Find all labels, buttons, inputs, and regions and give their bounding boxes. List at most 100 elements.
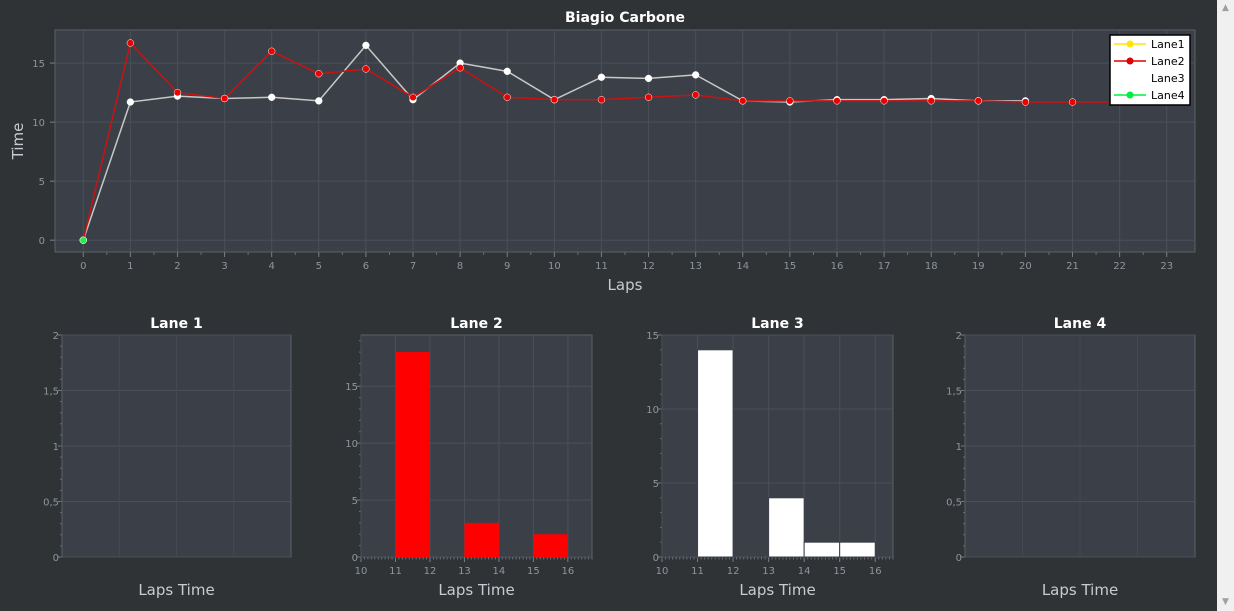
x-tick-label: 10 xyxy=(548,261,561,272)
x-tick-label: 20 xyxy=(1019,261,1032,272)
x-tick-label: 11 xyxy=(389,566,402,577)
histogram-lane-2: Lane 2 Laps Time 0 5 10 15 10 11 12 13 14 15 16 xyxy=(345,316,593,599)
x-tick-label: 0 xyxy=(80,261,86,272)
data-point-lane2 xyxy=(739,97,747,105)
data-point-lane2 xyxy=(550,96,558,104)
data-point-lane2 xyxy=(974,97,982,105)
data-point-lane3 xyxy=(268,93,276,101)
data-point-lane2 xyxy=(220,94,229,103)
histogram-title: Lane 2 xyxy=(450,316,502,332)
legend-label: Lane1 xyxy=(1151,38,1185,51)
x-tick-label: 14 xyxy=(493,566,506,577)
y-tick-label: 15 xyxy=(646,331,659,342)
x-tick-label: 6 xyxy=(363,261,369,272)
y-tick-label: 5 xyxy=(653,479,659,490)
x-tick-label: 13 xyxy=(689,261,702,272)
x-tick-label: 2 xyxy=(174,261,180,272)
x-tick-label: 9 xyxy=(504,261,510,272)
scroll-up-arrow-icon[interactable]: ▲ xyxy=(1222,3,1229,13)
data-point-lane2 xyxy=(833,97,841,105)
y-tick-label: 1 xyxy=(956,442,962,453)
x-tick-label: 16 xyxy=(561,566,574,577)
scroll-down-arrow-icon[interactable]: ▼ xyxy=(1222,597,1229,607)
chart-legend: Lane1 Lane2 Lane3 Lane4 xyxy=(1109,34,1191,106)
x-tick-label: 15 xyxy=(527,566,540,577)
y-tick-label: 5 xyxy=(352,496,358,507)
histogram-bar xyxy=(464,522,499,557)
y-tick-label: 5 xyxy=(39,177,45,188)
y-tick-label: 1,5 xyxy=(946,387,962,398)
legend-swatch-marker xyxy=(1126,91,1134,99)
x-tick-label: 8 xyxy=(457,261,463,272)
x-tick-label: 16 xyxy=(831,261,844,272)
data-point-lane2 xyxy=(927,97,935,105)
x-tick-label: 3 xyxy=(221,261,227,272)
y-tick-label: 15 xyxy=(345,382,358,393)
data-point-lane2 xyxy=(456,64,464,72)
x-tick-label: 18 xyxy=(925,261,938,272)
legend-box xyxy=(1109,34,1191,106)
data-point-lane2 xyxy=(644,93,653,101)
y-axis-label: Time xyxy=(9,123,27,161)
x-tick-label: 7 xyxy=(410,261,416,272)
x-tick-label: 22 xyxy=(1113,261,1126,272)
x-tick-label: 10 xyxy=(656,566,669,577)
histogram-title: Lane 3 xyxy=(751,316,803,332)
x-tick-label: 14 xyxy=(736,261,749,272)
x-axis-label: Laps xyxy=(608,276,643,294)
data-point-lane3 xyxy=(362,41,370,50)
y-tick-label: 1 xyxy=(53,442,59,453)
x-tick-label: 1 xyxy=(127,261,133,272)
y-tick-label: 0 xyxy=(53,553,59,564)
y-tick-label: 2 xyxy=(956,331,962,342)
histogram-bar xyxy=(768,497,805,558)
y-tick-label: 0 xyxy=(653,553,659,564)
x-tick-label: 11 xyxy=(691,566,704,577)
x-tick-label: 10 xyxy=(355,566,368,577)
data-point-lane2 xyxy=(126,39,135,47)
data-point-lane2 xyxy=(315,70,323,78)
legend-swatch-marker xyxy=(1126,57,1134,65)
data-point-lane2 xyxy=(880,97,888,105)
histogram-title: Lane 1 xyxy=(150,316,202,332)
data-point-lane2 xyxy=(692,91,700,99)
histogram-lane-1: Lane 1 Laps Time 0 0,5 1 1,5 2 xyxy=(43,316,292,599)
x-tick-label: 12 xyxy=(642,261,655,272)
data-point-lane2 xyxy=(503,93,511,101)
y-tick-label: 10 xyxy=(32,118,45,129)
x-tick-label: 15 xyxy=(833,566,846,577)
y-tick-label: 0,5 xyxy=(43,498,59,509)
plot-area xyxy=(54,29,1196,253)
x-tick-label: 17 xyxy=(878,261,891,272)
y-tick-label: 2 xyxy=(53,331,59,342)
x-axis-label: Laps Time xyxy=(438,581,514,599)
data-point-lane3 xyxy=(644,74,653,83)
x-axis-label: Laps Time xyxy=(1042,581,1118,599)
legend-swatch-marker xyxy=(1126,40,1134,48)
data-point-lane3 xyxy=(126,98,135,106)
histogram-bar xyxy=(395,352,430,557)
data-point-lane2 xyxy=(597,96,606,104)
y-tick-label: 0 xyxy=(352,553,358,564)
data-point-lane2 xyxy=(1068,98,1077,106)
histogram-title: Lane 4 xyxy=(1054,316,1107,332)
vertical-scrollbar[interactable]: ▲ ▼ xyxy=(1217,0,1234,611)
x-tick-label: 14 xyxy=(798,566,811,577)
x-tick-label: 12 xyxy=(424,566,437,577)
y-tick-label: 0 xyxy=(39,236,45,247)
x-tick-label: 15 xyxy=(784,261,797,272)
x-tick-label: 12 xyxy=(727,566,740,577)
histogram-lane-4: Lane 4 Laps Time 0 0,5 1 1,5 2 xyxy=(946,316,1196,599)
data-point-lane2 xyxy=(409,93,417,101)
data-point-lane2 xyxy=(268,47,276,55)
histogram-bar xyxy=(697,349,734,558)
y-tick-label: 10 xyxy=(646,405,659,416)
data-point-lane3 xyxy=(597,73,606,81)
x-tick-label: 13 xyxy=(458,566,471,577)
y-tick-label: 0 xyxy=(956,553,962,564)
x-tick-label: 13 xyxy=(762,566,775,577)
histogram-bar xyxy=(533,534,568,557)
chart-title: Biagio Carbone xyxy=(565,10,685,26)
